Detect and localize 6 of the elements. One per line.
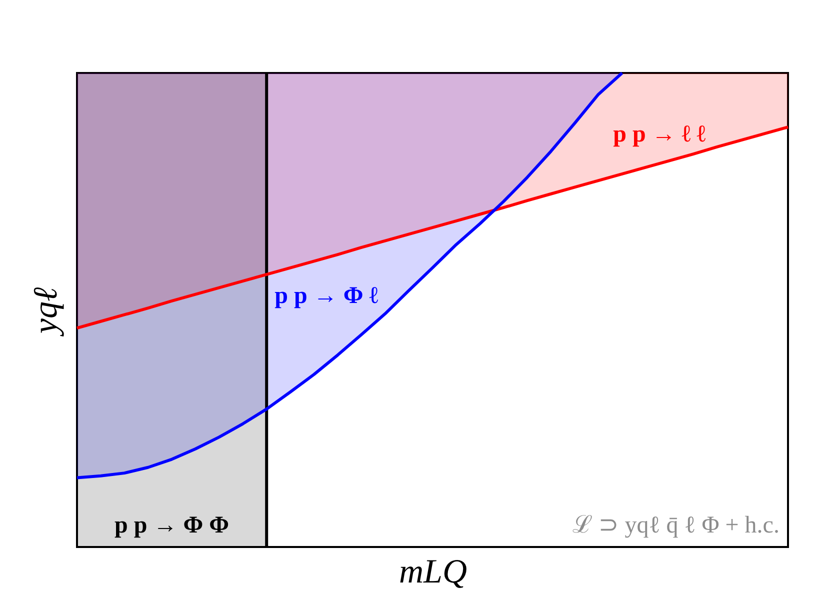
series-label: p p → Φ ℓ (274, 282, 378, 309)
annotation: ℒ ⊃ yqℓ q̄ ℓ Φ + h.c. (572, 512, 780, 539)
series-label: p p → ℓ ℓ (613, 122, 706, 148)
x-axis-title: mLQ (398, 554, 468, 590)
y-axis-title: yqℓ (28, 287, 64, 337)
series-label: p p → Φ Φ (114, 512, 230, 539)
